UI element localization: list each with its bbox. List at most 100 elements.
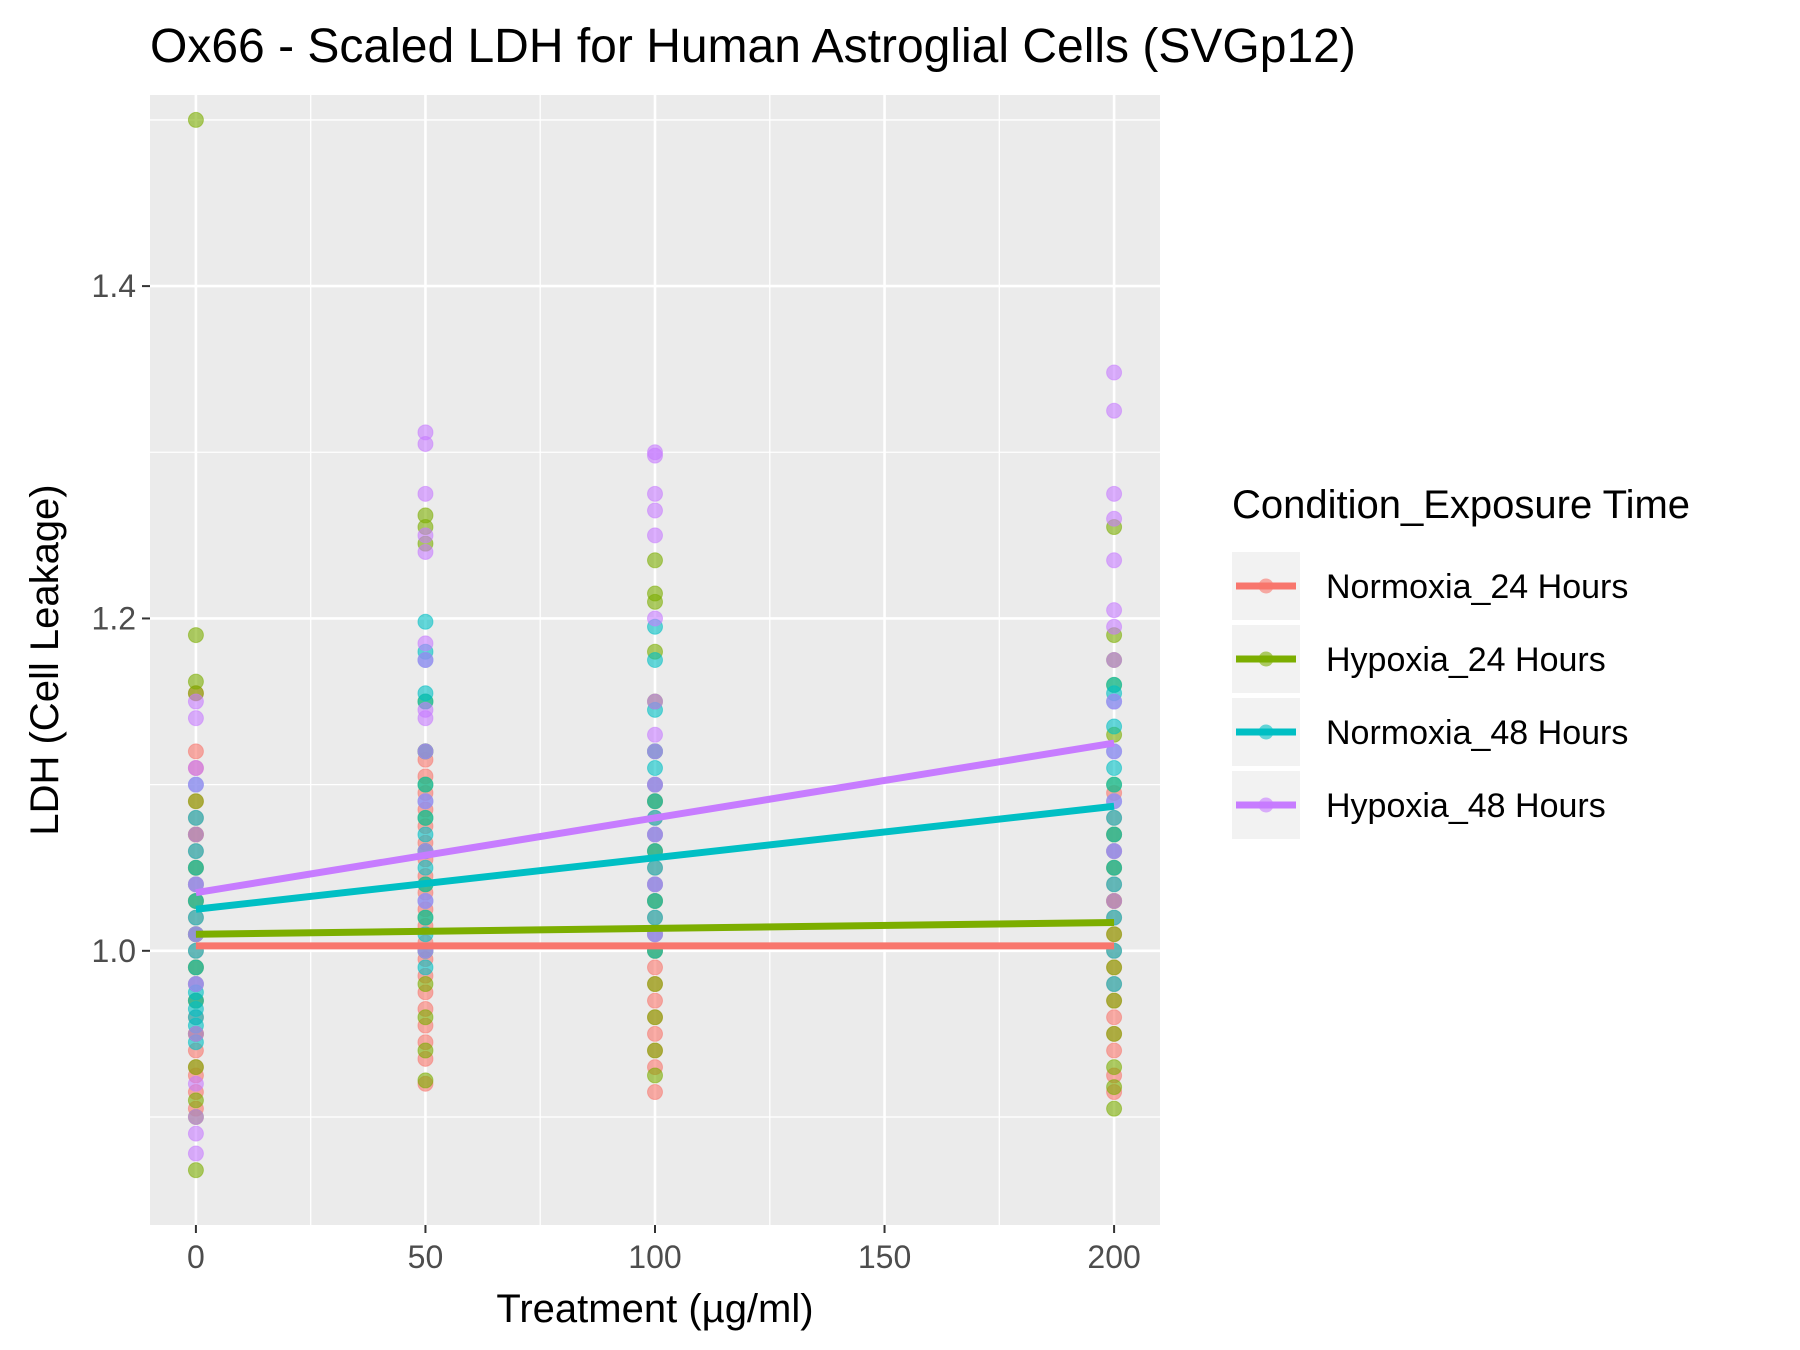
data-point-series-4 (187, 976, 204, 993)
data-point-series-4 (417, 527, 434, 544)
data-point-series-4 (1106, 364, 1123, 381)
data-point-series-2 (417, 976, 434, 993)
data-point-series-3 (1106, 676, 1123, 693)
y-tick-label: 1.2 (92, 600, 136, 636)
data-point-series-1 (1106, 1042, 1123, 1059)
data-point-series-2 (1106, 926, 1123, 943)
data-point-series-1 (1106, 1009, 1123, 1026)
data-point-series-1 (647, 1084, 663, 1101)
y-tick-label: 1.0 (92, 933, 136, 969)
data-point-series-2 (647, 1067, 663, 1084)
data-point-series-4 (187, 776, 204, 793)
legend-key-point (1258, 724, 1274, 740)
chart-title: Ox66 - Scaled LDH for Human Astroglial C… (150, 20, 1356, 73)
data-point-series-3 (417, 909, 434, 926)
data-point-series-1 (647, 959, 663, 976)
data-point-series-2 (647, 585, 663, 602)
data-point-series-2 (1106, 1100, 1123, 1117)
data-point-series-2 (417, 1009, 434, 1026)
trend-line-series-2 (195, 919, 1115, 938)
data-point-series-4 (1106, 402, 1123, 419)
data-point-series-3 (417, 826, 434, 843)
data-point-series-3 (417, 613, 434, 630)
y-tick-label: 1.4 (92, 268, 136, 304)
data-point-series-4 (1106, 485, 1123, 502)
data-point-series-2 (647, 1042, 663, 1059)
data-point-series-1 (187, 743, 204, 760)
data-point-series-4 (1106, 693, 1123, 710)
data-point-series-3 (417, 809, 434, 826)
data-point-series-3 (1106, 859, 1123, 876)
data-point-series-4 (647, 610, 663, 627)
data-point-series-4 (1106, 652, 1123, 668)
y-axis-title: LDH (Cell Leakage) (23, 484, 67, 835)
data-point-series-4 (417, 485, 434, 502)
data-point-series-3 (1106, 718, 1123, 735)
data-point-series-4 (187, 1108, 204, 1125)
data-point-series-3 (647, 909, 663, 926)
data-point-series-4 (647, 826, 663, 843)
data-point-series-2 (1106, 1079, 1123, 1096)
data-point-series-4 (417, 743, 434, 760)
data-point-series-4 (187, 1145, 204, 1162)
data-point-series-4 (1106, 892, 1123, 909)
legend-key-point (1258, 578, 1274, 594)
data-point-series-4 (647, 693, 663, 710)
data-point-series-4 (1106, 602, 1123, 619)
data-point-series-4 (1106, 552, 1123, 569)
data-point-series-2 (187, 793, 204, 810)
data-point-series-4 (647, 502, 663, 519)
data-point-series-2 (187, 1162, 204, 1179)
data-point-series-4 (1106, 618, 1123, 635)
data-point-series-2 (1106, 1025, 1123, 1042)
data-point-series-4 (417, 635, 434, 652)
data-point-series-4 (417, 424, 434, 441)
data-point-series-3 (417, 959, 434, 976)
legend-label: Normoxia_48 Hours (1326, 714, 1628, 752)
data-point-series-3 (647, 793, 663, 810)
legend-key-point (1258, 797, 1274, 813)
data-point-series-2 (417, 507, 434, 524)
data-point-series-2 (1106, 959, 1123, 976)
x-tick-label: 100 (628, 1239, 681, 1275)
data-point-series-2 (1106, 1059, 1123, 1076)
data-point-series-4 (417, 892, 434, 909)
data-point-series-4 (417, 652, 434, 668)
legend-key-point (1258, 651, 1274, 667)
data-point-series-3 (417, 859, 434, 876)
data-point-series-4 (647, 485, 663, 502)
data-point-series-4 (647, 444, 663, 461)
data-point-series-4 (647, 776, 663, 793)
x-axis: 0 50 100 150 200 (187, 1225, 1141, 1275)
data-point-series-4 (187, 1075, 204, 1092)
data-point-series-3 (1106, 876, 1123, 893)
data-point-series-1 (647, 1025, 663, 1042)
x-tick-label: 200 (1087, 1239, 1140, 1275)
data-point-series-2 (417, 1042, 434, 1059)
data-point-series-3 (187, 843, 204, 860)
data-point-series-2 (187, 673, 204, 690)
data-point-series-3 (1106, 826, 1123, 843)
data-point-series-3 (647, 859, 663, 876)
data-point-series-3 (647, 760, 663, 777)
data-point-series-2 (417, 1072, 434, 1089)
data-point-series-3 (647, 652, 663, 668)
data-point-series-4 (417, 701, 434, 718)
trend-line-series-4 (195, 739, 1115, 897)
x-tick-label: 150 (858, 1239, 911, 1275)
data-point-series-4 (647, 743, 663, 760)
x-tick-label: 0 (187, 1239, 205, 1275)
data-point-series-2 (187, 111, 204, 128)
data-point-series-3 (1106, 976, 1123, 993)
data-point-series-3 (187, 809, 204, 826)
data-point-series-4 (1106, 510, 1123, 527)
data-point-series-2 (1106, 992, 1123, 1009)
legend-label: Normoxia_24 Hours (1326, 568, 1628, 606)
data-point-series-2 (187, 1092, 204, 1109)
data-point-series-4 (187, 1025, 204, 1042)
points-layer (187, 111, 1123, 1179)
data-point-series-3 (417, 685, 434, 702)
data-point-series-3 (647, 892, 663, 909)
data-point-series-4 (417, 543, 434, 560)
